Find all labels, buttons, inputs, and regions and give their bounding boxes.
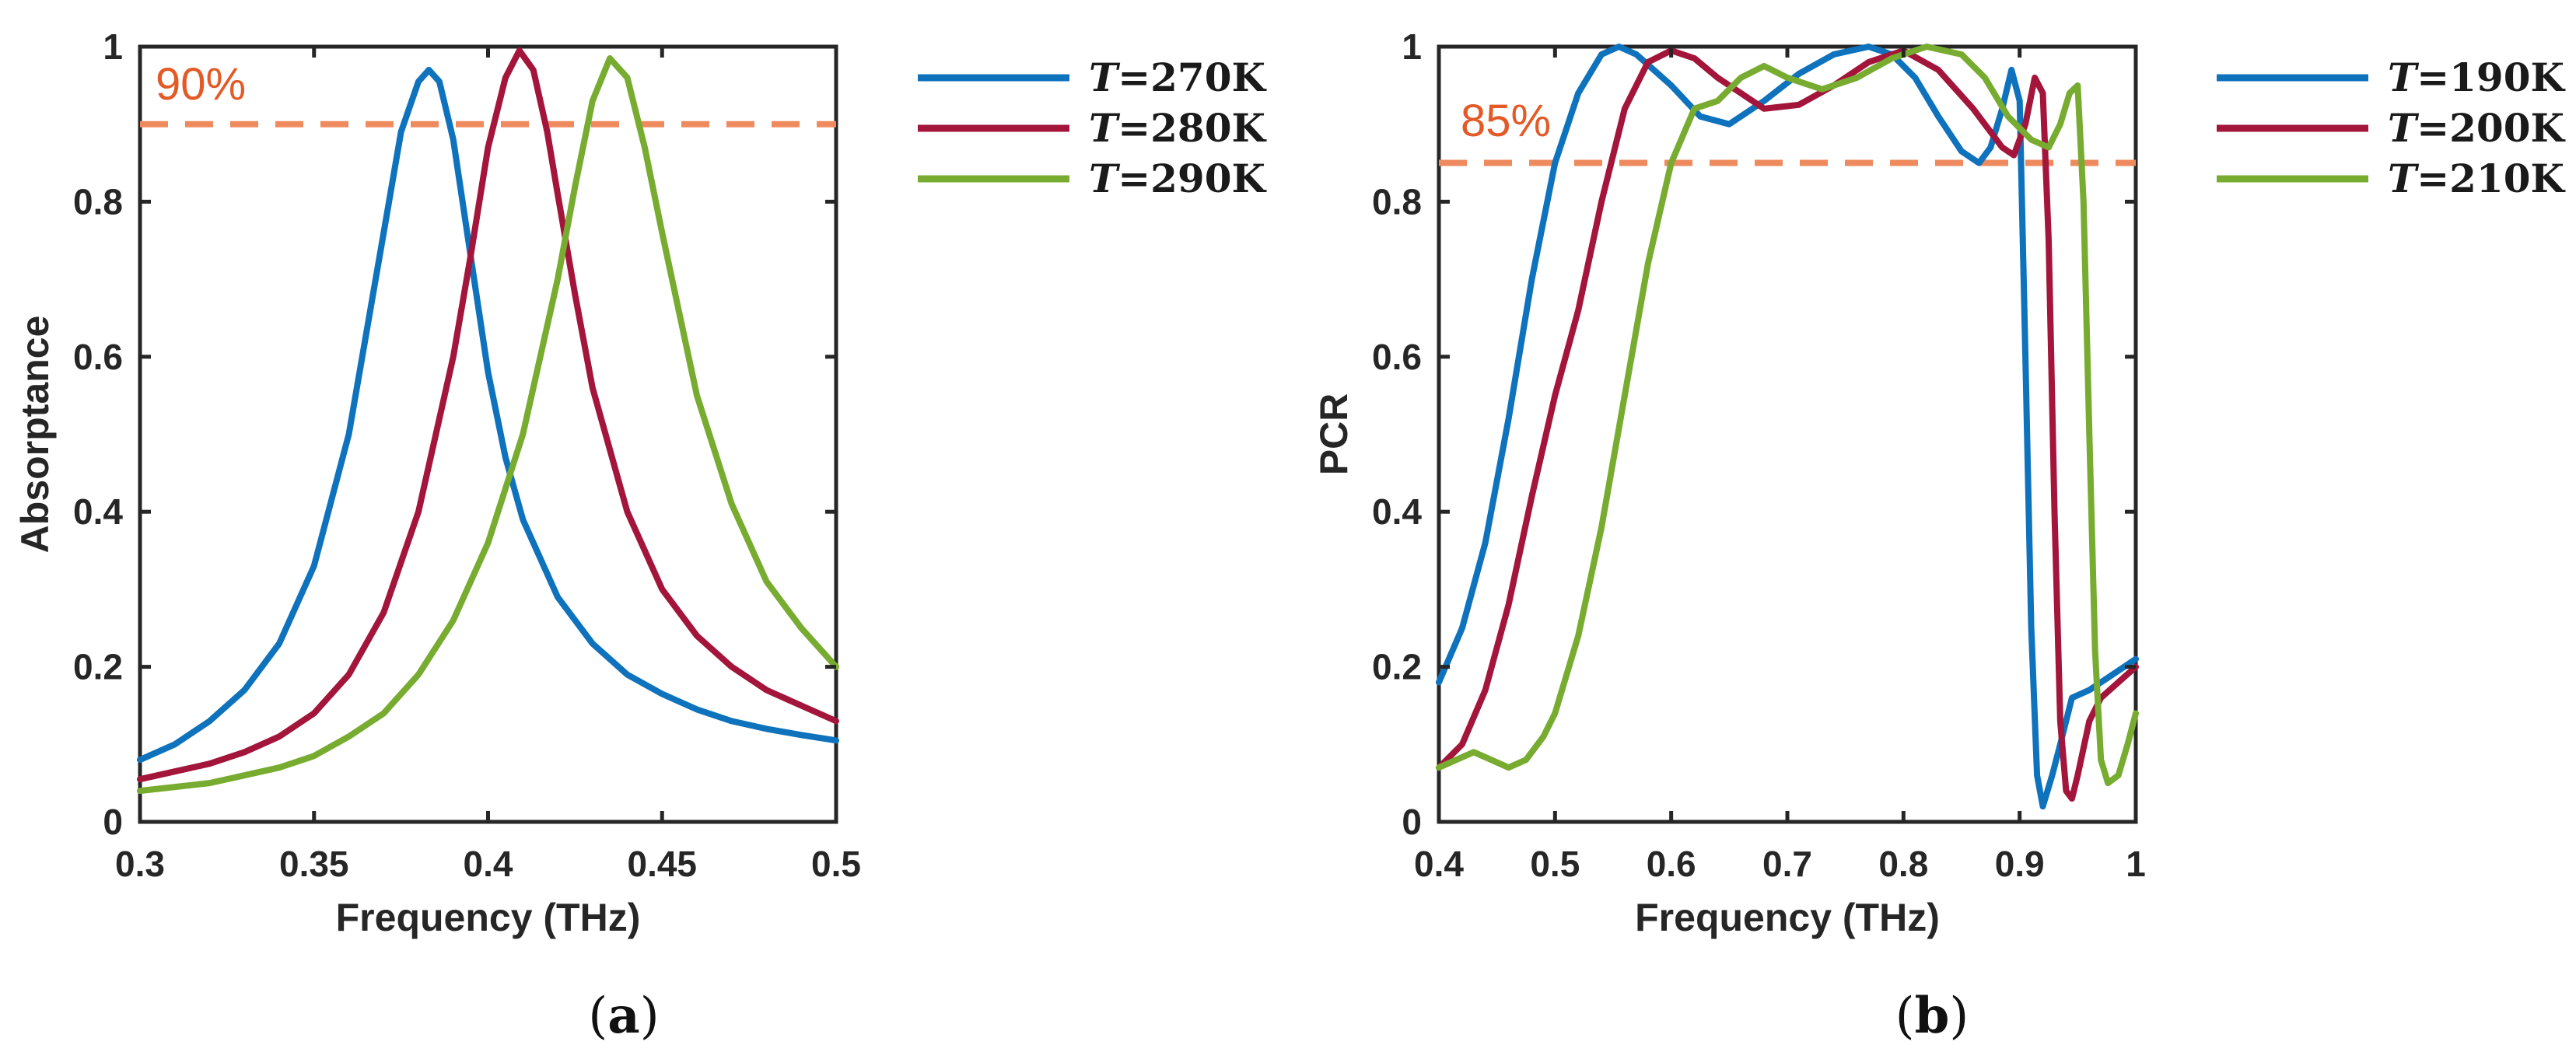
panel-label: (a) — [588, 987, 659, 1045]
legend-equals: = — [1118, 156, 1150, 201]
x-tick-label: 0.4 — [464, 844, 513, 884]
x-tick-label: 0.5 — [1530, 844, 1580, 884]
panel-b: 0.4 0.5 0.6 0.7 0.8 0.9 1 0 0.2 0.4 0.6 0.8 1 Frequen… — [1312, 26, 2565, 1045]
series-line-blue-curve — [1436, 44, 2139, 810]
x-tick-label: 0.8 — [1878, 844, 1928, 884]
series-line-red-curve — [1436, 47, 2139, 802]
legend-value: 280K — [1150, 105, 1266, 151]
panel-label-close: ) — [1949, 987, 1969, 1045]
threshold-label: 90% — [156, 59, 246, 110]
y-tick-label: 0.2 — [73, 647, 123, 687]
y-axis-title: Absorptance — [13, 316, 57, 554]
y-tick-label: 0.8 — [73, 181, 123, 222]
panel-label-open: ( — [1895, 987, 1915, 1045]
series-line-blue-curve — [137, 66, 839, 764]
legend-variable: T — [1089, 156, 1121, 201]
x-tick-label: 0.35 — [279, 844, 349, 884]
y-tick-label: 0.8 — [1372, 181, 1422, 222]
y-tick-label: 0.6 — [73, 337, 123, 377]
legend-value: 210K — [2449, 156, 2565, 201]
legend-variable: T — [2388, 156, 2420, 201]
x-tick-label: 0.5 — [811, 844, 861, 884]
panel-a: 0.3 0.35 0.4 0.45 0.5 0 0.2 0.4 0.6 0.8 1 Frequency… — [13, 26, 1266, 1045]
legend-variable: T — [2388, 105, 2420, 151]
legend-equals: = — [2417, 156, 2449, 201]
x-tick-label: 0.9 — [1995, 844, 2045, 884]
y-tick-label: 1 — [103, 26, 123, 67]
y-tick-label: 0.2 — [1372, 647, 1422, 687]
legend-variable: T — [1089, 54, 1121, 100]
x-tick-label: 0.4 — [1414, 844, 1464, 884]
legend-equals: = — [1118, 54, 1150, 100]
legend-variable: T — [2388, 54, 2420, 100]
legend-value: 190K — [2449, 54, 2565, 100]
y-tick-label: 1 — [1402, 26, 1422, 67]
series-line-green-curve — [1436, 44, 2139, 787]
x-tick-label: 0.7 — [1762, 844, 1812, 884]
legend-entry: T=200K — [2388, 105, 2565, 151]
x-tick-label: 1 — [2126, 844, 2146, 884]
x-tick-label: 0.45 — [627, 844, 697, 884]
legend-value: 270K — [1150, 54, 1266, 100]
legend-equals: = — [2417, 105, 2449, 151]
legend-entry: T=290K — [1089, 156, 1266, 201]
legend-variable: T — [1089, 105, 1121, 151]
legend-equals: = — [1118, 105, 1150, 151]
panel-label-letter: a — [607, 987, 639, 1045]
y-tick-label: 0 — [1402, 802, 1422, 842]
panel-label-letter: b — [1915, 987, 1950, 1045]
threshold-label: 85% — [1461, 96, 1551, 146]
legend-value: 200K — [2449, 105, 2565, 151]
y-tick-label: 0.4 — [1372, 491, 1422, 532]
legend-entry: T=270K — [1089, 54, 1266, 100]
x-tick-label: 0.3 — [115, 844, 165, 884]
plot-frame — [138, 44, 838, 824]
panel-label-close: ) — [640, 987, 660, 1045]
y-axis-title: PCR — [1312, 393, 1356, 476]
legend-entry: T=210K — [2388, 156, 2565, 201]
y-tick-label: 0.6 — [1372, 337, 1422, 377]
x-tick-label: 0.6 — [1647, 844, 1696, 884]
legend-equals: = — [2417, 54, 2449, 100]
legend-entry: T=280K — [1089, 105, 1266, 151]
series-line-green-curve — [137, 55, 839, 795]
panel-label-open: ( — [588, 987, 607, 1045]
series-line-red-curve — [137, 47, 839, 783]
legend-value: 290K — [1150, 156, 1266, 201]
x-axis-title: Frequency (THz) — [336, 896, 641, 939]
legend-entry: T=190K — [2388, 54, 2565, 100]
y-tick-label: 0 — [103, 802, 123, 842]
y-tick-label: 0.4 — [73, 491, 123, 532]
panel-label: (b) — [1895, 987, 1969, 1045]
x-axis-title: Frequency (THz) — [1635, 896, 1940, 939]
